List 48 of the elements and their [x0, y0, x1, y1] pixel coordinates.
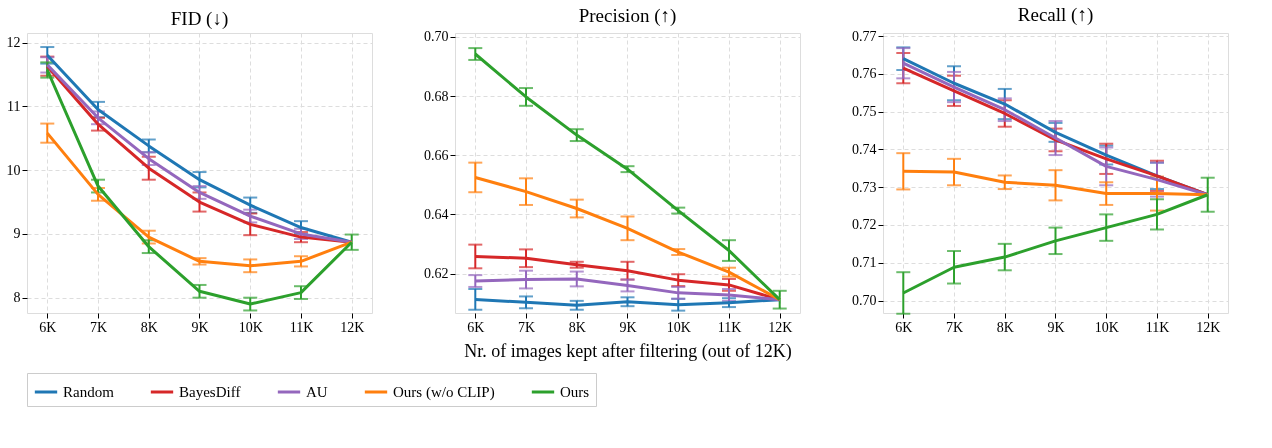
x-tick-label: 12K: [1196, 319, 1221, 335]
y-tick-label: 0.75: [852, 104, 877, 120]
legend-label: AU: [306, 384, 328, 400]
x-tick-label: 8K: [568, 319, 586, 335]
legend-label: Ours (w/o CLIP): [393, 384, 495, 401]
y-tick-label: 0.66: [424, 147, 449, 163]
x-tick-label: 12K: [768, 319, 793, 335]
y-tick-label: 0.72: [852, 217, 877, 233]
legend-label: Ours: [560, 384, 590, 400]
x-tick-label: 7K: [89, 319, 108, 335]
y-tick-label: 0.62: [424, 266, 449, 282]
y-tick-label: 0.77: [852, 28, 877, 44]
x-axis-title: Nr. of images kept after filtering (out of 12K): [464, 340, 792, 362]
x-tick-label: 9K: [191, 319, 209, 335]
x-tick-label: 9K: [1047, 319, 1065, 335]
x-tick-label: 9K: [619, 319, 637, 335]
y-tick-label: 9: [13, 226, 21, 242]
x-tick-label: 10K: [1094, 319, 1119, 335]
x-tick-label: 6K: [895, 319, 913, 335]
chart-title: FID (↓): [170, 8, 229, 30]
x-tick-label: 11K: [289, 319, 314, 335]
legend-label: BayesDiff: [179, 384, 241, 400]
y-tick-label: 10: [6, 162, 21, 178]
x-tick-label: 7K: [517, 319, 536, 335]
legend-label: Random: [63, 384, 115, 400]
x-tick-label: 10K: [666, 319, 691, 335]
x-tick-label: 6K: [467, 319, 485, 335]
chart-title: Recall (↑): [1017, 4, 1094, 27]
x-tick-label: 12K: [340, 319, 365, 335]
y-tick-label: 0.73: [852, 179, 877, 195]
x-tick-label: 6K: [39, 319, 57, 335]
chart-title: Precision (↑): [578, 4, 677, 27]
y-tick-label: 0.68: [424, 88, 449, 104]
x-tick-label: 11K: [717, 319, 742, 335]
x-tick-label: 8K: [996, 319, 1014, 335]
y-tick-label: 0.76: [852, 66, 877, 82]
y-tick-label: 0.74: [852, 141, 877, 157]
y-tick-label: 0.71: [852, 255, 877, 271]
y-tick-label: 11: [7, 98, 21, 114]
y-tick-label: 0.70: [424, 29, 449, 45]
y-tick-label: 0.70: [852, 293, 877, 309]
y-tick-label: 0.64: [424, 206, 449, 222]
x-tick-label: 7K: [945, 319, 964, 335]
x-tick-label: 8K: [140, 319, 158, 335]
y-tick-label: 8: [13, 290, 21, 306]
x-tick-label: 10K: [238, 319, 263, 335]
x-tick-label: 11K: [1145, 319, 1170, 335]
y-tick-label: 12: [6, 35, 21, 51]
